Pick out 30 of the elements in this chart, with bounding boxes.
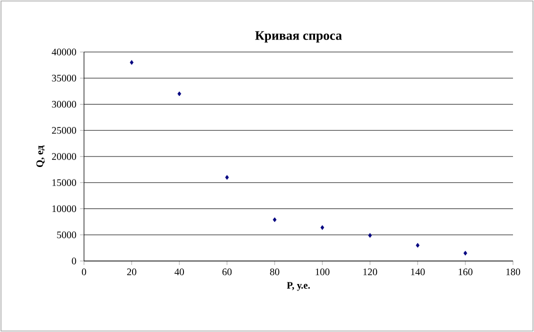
point (463, 250, 468, 256)
x-tick-label: 40 (174, 268, 184, 276)
y-tick-label: 5000 (57, 232, 76, 238)
point (130, 60, 134, 65)
y-tick-label: 20000 (52, 153, 76, 160)
y-axis-title: Q, ед (36, 146, 45, 168)
y-tick-label: 10000 (52, 205, 76, 212)
point (368, 233, 372, 238)
x-tick-label: 180 (506, 268, 520, 276)
x-tick-label: 20 (127, 268, 136, 276)
x-tick-label: 60 (222, 268, 232, 276)
point (416, 242, 420, 248)
chart-title: Кривая спроса (255, 31, 342, 42)
point (320, 225, 324, 230)
point (177, 91, 182, 96)
point (225, 175, 229, 180)
x-tick-label: 120 (363, 268, 378, 276)
point (272, 217, 277, 222)
y-tick-label: 15000 (52, 179, 76, 186)
y-tick-label: 35000 (52, 74, 76, 82)
x-tick-label: 80 (270, 268, 280, 276)
y-tick-label: 40000 (52, 48, 76, 56)
y-tick-label: 30000 (52, 100, 76, 108)
x-tick-label: 0 (82, 268, 86, 276)
x-tick-label: 140 (411, 268, 425, 276)
x-tick-label: 160 (458, 268, 472, 276)
y-tick-label: 0 (72, 258, 76, 264)
x-tick-label: 100 (316, 268, 330, 276)
x-axis-title: P, у.е. (286, 282, 310, 291)
y-tick-label: 25000 (52, 127, 76, 134)
